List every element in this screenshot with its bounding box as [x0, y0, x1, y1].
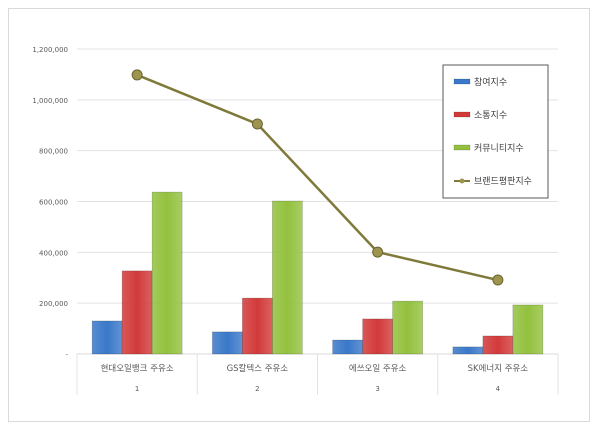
- legend-label: 브랜드평판지수: [474, 176, 532, 187]
- bar-communication: [482, 335, 514, 355]
- legend-marker: [459, 178, 465, 184]
- legend-swatch: [453, 78, 471, 85]
- category-number: 4: [496, 385, 501, 393]
- line-marker: [372, 246, 384, 258]
- y-tick-label: -: [65, 351, 68, 359]
- category-label: GS칼텍스 주유소: [227, 363, 289, 374]
- y-tick-label: 1,000,000: [32, 97, 68, 105]
- category-number: 1: [135, 385, 139, 393]
- category-label: 에쓰오일 주유소: [349, 364, 407, 374]
- legend-swatch: [453, 144, 471, 151]
- bar-community: [272, 200, 303, 355]
- category-label: 현대오일뱅크 주유소: [101, 363, 174, 374]
- y-tick-label: 1,200,000: [32, 46, 68, 54]
- category-number: 2: [255, 385, 259, 393]
- bar-community: [151, 191, 183, 355]
- chart-frame: [8, 8, 590, 422]
- bar-community: [392, 300, 423, 355]
- legend-label: 소통지수: [474, 110, 507, 121]
- y-tick-label: 400,000: [39, 249, 68, 257]
- brand-reputation-line: [136, 73, 499, 282]
- line-marker: [131, 69, 143, 81]
- bar-communication: [362, 318, 393, 355]
- bar-communication: [121, 270, 153, 355]
- y-tick-label: 200,000: [39, 300, 68, 308]
- category-label: SK에너지 주유소: [468, 363, 529, 374]
- line-marker: [251, 118, 263, 130]
- bar-participation: [332, 339, 363, 355]
- y-tick-label: 800,000: [39, 148, 68, 156]
- category-number: 3: [375, 385, 379, 393]
- legend-label: 참여지수: [474, 76, 507, 88]
- legend-label: 커뮤니티지수: [474, 143, 524, 154]
- bar-community: [512, 304, 544, 355]
- bar-participation: [212, 331, 243, 355]
- line-marker: [492, 274, 504, 286]
- bar-participation: [91, 320, 123, 355]
- bar-participation: [452, 346, 484, 355]
- bar-communication: [242, 297, 273, 355]
- legend: [442, 64, 549, 199]
- y-tick-label: 600,000: [39, 199, 68, 207]
- legend-swatch: [453, 111, 471, 118]
